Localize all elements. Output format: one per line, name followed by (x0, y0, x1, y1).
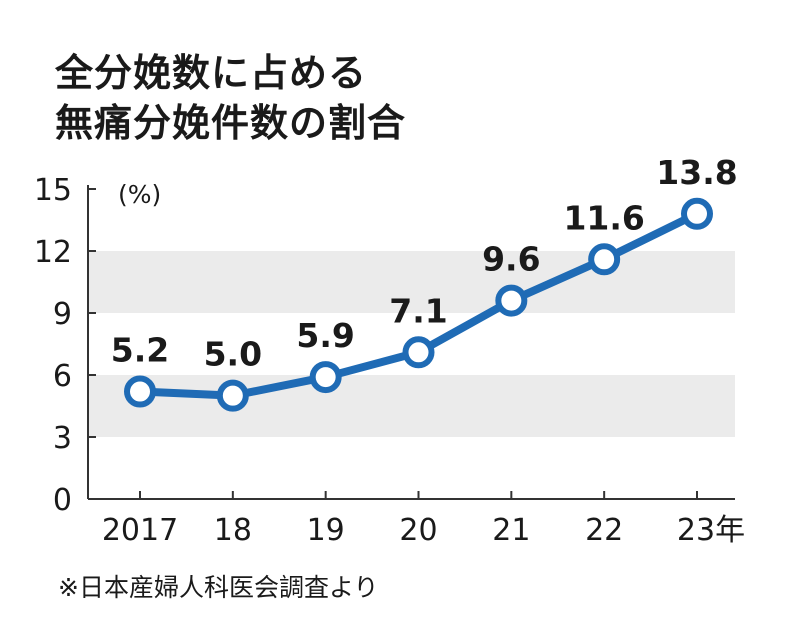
source-note: ※日本産婦人科医会調査より (58, 573, 379, 602)
data-point (588, 243, 621, 276)
shaded-band-0 (88, 375, 735, 437)
chart-title-line-1: 全分娩数に占める (55, 51, 368, 95)
data-point (124, 375, 156, 408)
data-label: 13.8 (656, 153, 737, 192)
x-tick-label: 19 (307, 513, 345, 548)
data-label: 5.9 (296, 316, 354, 355)
data-point (216, 379, 249, 412)
x-tick-label: 2017 (102, 513, 178, 548)
data-label: 7.1 (389, 291, 447, 330)
shaded-band-1 (88, 251, 735, 313)
x-tick-label: 21 (492, 513, 530, 548)
x-tick-label: 18 (214, 513, 252, 548)
x-tick-label: 22 (585, 513, 623, 548)
y-tick-label: 9 (53, 297, 72, 332)
y-tick-label: 6 (53, 359, 72, 394)
y-tick-label: 15 (34, 173, 72, 208)
data-point (681, 197, 713, 230)
x-tick-label: 20 (399, 513, 437, 548)
data-label: 11.6 (563, 198, 644, 237)
data-point (309, 361, 342, 394)
y-tick-label: 12 (34, 235, 72, 270)
data-point (495, 284, 528, 317)
y-tick-label: 3 (53, 421, 72, 456)
data-point (402, 336, 435, 369)
chart-title-line-2: 無痛分娩件数の割合 (55, 101, 407, 145)
y-unit-label: (%) (118, 180, 161, 209)
data-label: 9.6 (482, 240, 540, 279)
data-label: 5.2 (111, 331, 169, 370)
data-label: 5.0 (204, 335, 262, 374)
y-tick-label: 0 (53, 483, 72, 518)
x-tick-label: 23年 (677, 513, 745, 548)
